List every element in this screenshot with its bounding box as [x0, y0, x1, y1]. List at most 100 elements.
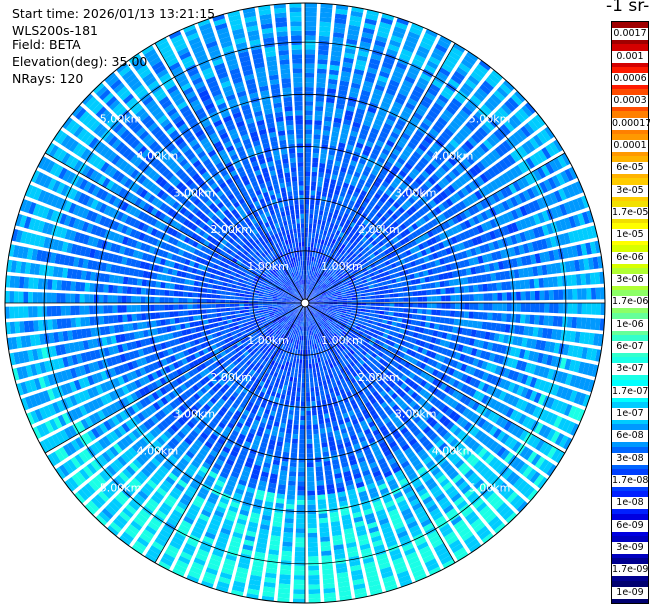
range-gate — [450, 295, 456, 302]
range-gate — [375, 140, 385, 148]
range-gate — [354, 64, 366, 71]
range-gate — [478, 312, 484, 320]
range-gate — [362, 185, 370, 193]
range-gate — [516, 178, 526, 190]
range-gate — [345, 208, 351, 215]
range-gate — [517, 108, 529, 120]
range-gate — [483, 170, 493, 181]
range-gate — [348, 264, 354, 270]
range-gate — [407, 158, 416, 167]
range-gate — [325, 168, 332, 175]
range-gate — [379, 294, 385, 299]
range-gate — [517, 145, 528, 158]
range-gate — [501, 172, 511, 184]
range-gate — [319, 531, 330, 538]
range-gate — [345, 277, 351, 282]
range-gate — [394, 123, 404, 131]
range-gate — [306, 443, 313, 449]
range-gate — [310, 261, 314, 267]
range-gate — [324, 111, 333, 118]
range-gate — [288, 480, 296, 486]
range-gate — [358, 178, 366, 186]
range-gate — [557, 276, 563, 287]
range-gate — [307, 471, 315, 477]
range-gate — [516, 128, 528, 141]
range-gate — [434, 281, 441, 288]
range-gate — [361, 32, 374, 40]
range-gate — [389, 39, 402, 48]
range-gate — [282, 413, 288, 419]
range-gate — [392, 236, 399, 244]
range-gate — [334, 189, 340, 196]
range-gate — [316, 480, 325, 486]
range-gate — [384, 303, 390, 307]
range-gate — [387, 114, 397, 122]
range-gate — [308, 579, 320, 585]
range-gate — [319, 17, 332, 23]
range-gate — [340, 243, 346, 250]
range-gate — [305, 162, 311, 167]
range-gate — [299, 434, 305, 440]
range-gate — [423, 153, 433, 162]
range-gate — [336, 271, 342, 276]
range-gate — [375, 211, 383, 219]
range-gate — [464, 102, 476, 113]
range-gate — [317, 294, 323, 298]
range-gate — [305, 176, 311, 181]
range-gate — [507, 117, 519, 129]
range-gate — [494, 146, 505, 158]
range-gate — [385, 227, 392, 234]
range-gate — [441, 163, 450, 173]
range-gate — [478, 303, 484, 311]
range-gate — [420, 196, 428, 204]
range-gate — [311, 401, 316, 407]
range-gate — [426, 309, 432, 315]
range-gate — [404, 40, 417, 49]
range-gate — [320, 264, 324, 270]
range-gate — [361, 267, 368, 273]
range-gate — [414, 164, 423, 173]
range-gate — [492, 303, 498, 311]
range-gate — [429, 128, 439, 138]
range-gate — [358, 246, 364, 252]
range-gate — [318, 414, 324, 420]
range-gate — [365, 13, 379, 21]
range-gate — [330, 279, 336, 284]
range-gate — [296, 500, 305, 505]
range-gate — [319, 428, 326, 434]
range-gate — [571, 274, 577, 286]
range-gate — [318, 286, 323, 291]
range-gate — [341, 227, 347, 234]
range-gate — [428, 56, 441, 66]
range-gate — [357, 270, 364, 275]
range-gate — [309, 209, 314, 215]
range-gate — [330, 248, 335, 254]
range-gate — [385, 88, 396, 96]
ray-sector — [305, 126, 555, 303]
range-gate — [344, 114, 353, 121]
range-gate — [321, 270, 326, 276]
range-gate — [305, 185, 310, 191]
range-gate — [443, 187, 452, 197]
range-gate — [500, 103, 513, 116]
range-gate — [440, 190, 449, 200]
range-gate — [331, 228, 337, 234]
range-gate — [334, 112, 343, 119]
range-gate — [412, 291, 418, 296]
range-gate — [486, 182, 495, 193]
range-gate — [323, 460, 331, 467]
range-gate — [322, 265, 326, 271]
range-gate — [449, 139, 460, 149]
range-gate — [421, 290, 427, 296]
range-gate — [319, 253, 323, 259]
range-gate — [318, 172, 324, 178]
range-gate — [427, 221, 435, 229]
range-gate — [308, 223, 313, 229]
range-gate — [305, 72, 315, 78]
range-gate — [307, 462, 314, 468]
range-gate — [446, 208, 455, 217]
range-gate — [305, 251, 308, 257]
range-gate — [497, 107, 509, 119]
range-gate — [441, 295, 446, 302]
range-gate — [440, 288, 446, 295]
